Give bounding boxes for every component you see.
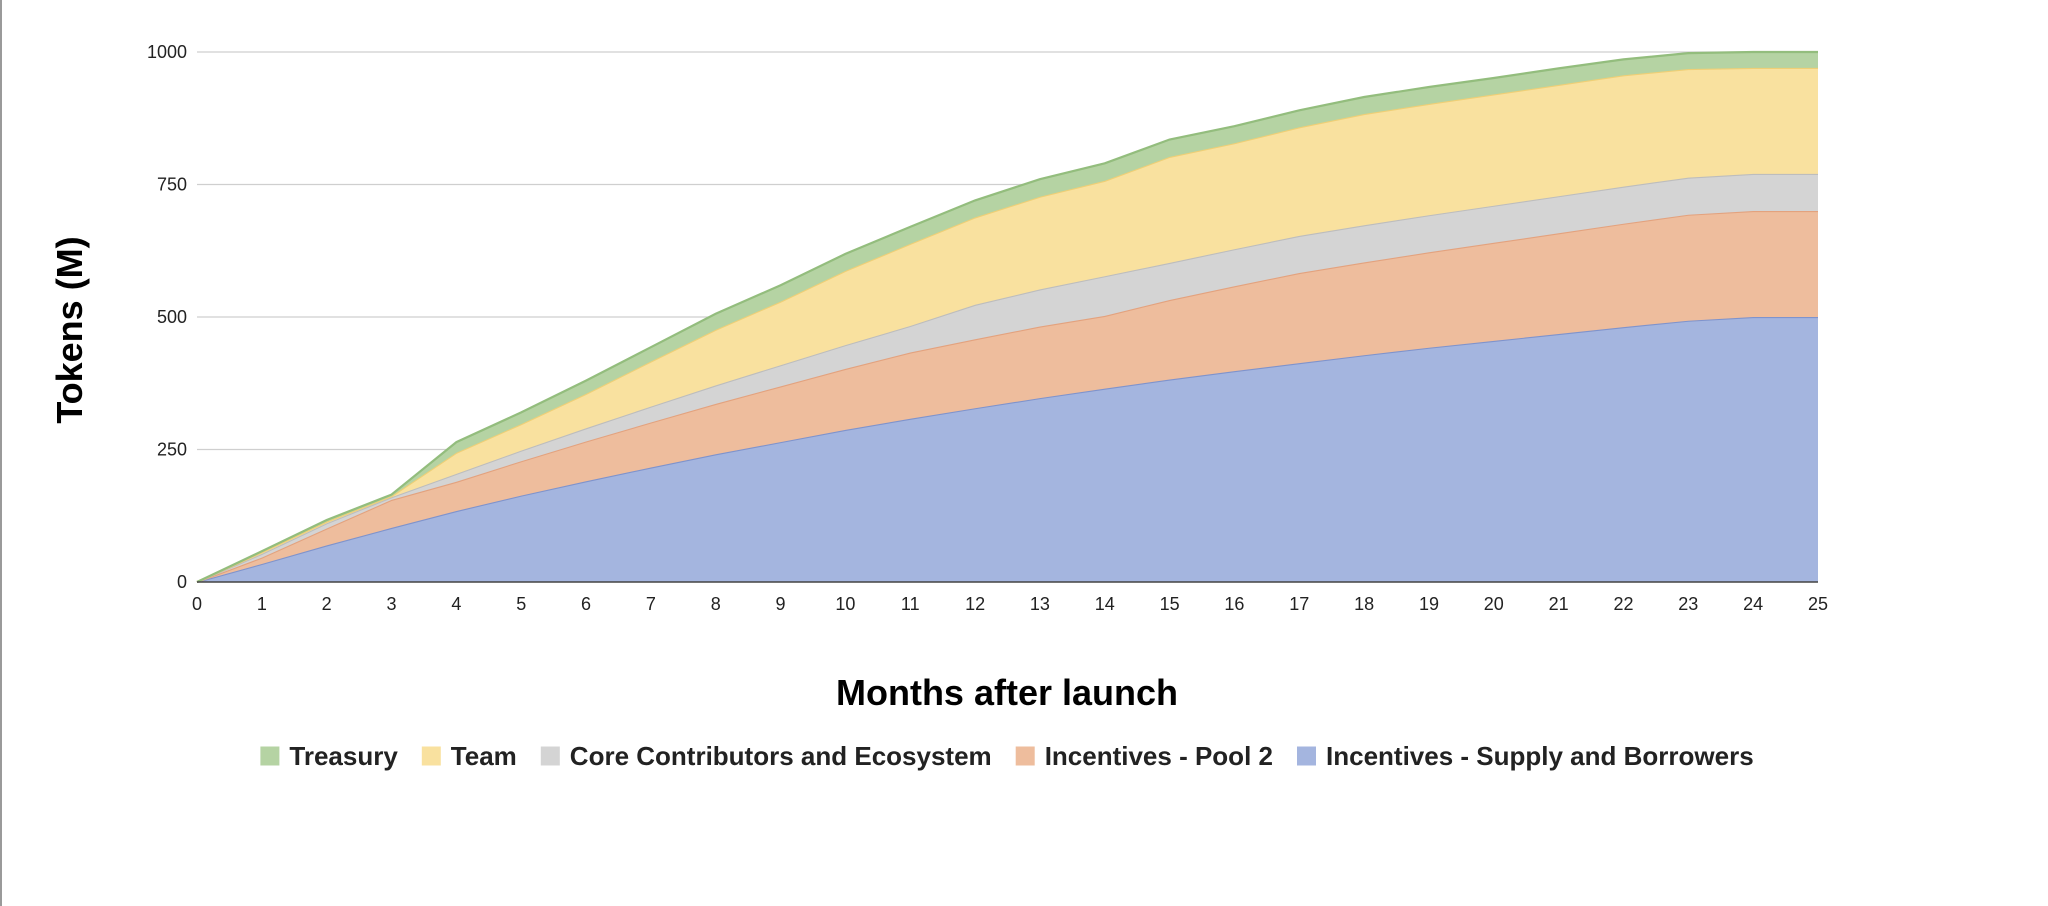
x-tick-label: 25 (1808, 594, 1828, 614)
x-tick-labels: 0 1 2 3 4 5 6 7 8 9 10 11 12 13 14 15 16 17 18 19 20 21 22 23 24… (192, 594, 1828, 614)
y-tick-label: 750 (157, 175, 187, 195)
legend-label: Core Contributors and Ecosystem (570, 741, 992, 771)
legend-item: Team (421, 741, 517, 771)
x-tick-label: 1 (257, 594, 267, 614)
y-tick-label: 250 (157, 440, 187, 460)
y-tick-label: 1000 (147, 42, 187, 62)
legend-swatch (540, 746, 560, 766)
legend-item: Core Contributors and Ecosystem (540, 741, 992, 771)
x-tick-label: 5 (516, 594, 526, 614)
legend-swatch (1297, 746, 1316, 766)
x-tick-label: 24 (1743, 594, 1763, 614)
x-tick-label: 0 (192, 594, 202, 614)
y-tick-labels: 0 250 500 750 1000 (147, 42, 187, 592)
area-incentives-supply-and-borrowers (197, 317, 1818, 582)
x-tick-label: 15 (1160, 594, 1180, 614)
x-tick-label: 14 (1095, 594, 1115, 614)
x-tick-label: 11 (901, 594, 920, 614)
y-tick-label: 500 (157, 307, 187, 327)
x-tick-label: 18 (1354, 594, 1374, 614)
x-tick-label: 23 (1678, 594, 1698, 614)
x-tick-label: 16 (1224, 594, 1244, 614)
x-tick-label: 22 (1613, 594, 1633, 614)
x-tick-label: 21 (1549, 594, 1569, 614)
legend-label: Team (451, 741, 517, 771)
legend-label: Treasury (289, 741, 398, 771)
x-tick-label: 2 (322, 594, 332, 614)
legend-swatch (260, 746, 280, 766)
x-tick-label: 8 (711, 594, 721, 614)
legend-swatch (421, 746, 441, 766)
x-tick-label: 9 (776, 594, 786, 614)
legend-item: Incentives - Pool 2 (1015, 741, 1273, 771)
x-tick-label: 10 (835, 594, 855, 614)
area-edge-core-contributors-and-ecosystem (196, 172, 1818, 584)
x-tick-label: 4 (451, 594, 461, 614)
area-team (197, 67, 1818, 582)
x-axis-title: Months after launch (836, 672, 1178, 713)
x-tick-label: 17 (1289, 594, 1309, 614)
x-tick-label: 20 (1484, 594, 1504, 614)
area-edge-treasury (196, 50, 1818, 583)
area-incentives-pool-2 (197, 211, 1818, 582)
x-tick-label: 6 (581, 594, 591, 614)
area-layer (196, 50, 1818, 584)
x-tick-label: 12 (965, 594, 985, 614)
x-tick-label: 3 (387, 594, 397, 614)
area-core-contributors-and-ecosystem (197, 173, 1818, 582)
y-tick-label: 0 (177, 572, 187, 592)
legend-label: Incentives - Pool 2 (1045, 741, 1273, 771)
x-tick-label: 13 (1030, 594, 1050, 614)
legend-item: Treasury (260, 741, 398, 771)
x-tick-label: 7 (646, 594, 656, 614)
legend-label: Incentives - Supply and Borrowers (1326, 741, 1754, 771)
legend-swatch (1015, 746, 1035, 766)
y-axis-title: Tokens (M) (49, 236, 90, 423)
x-tick-label: 19 (1419, 594, 1439, 614)
legend-item: Incentives - Supply and Borrowers (1297, 741, 1754, 771)
legend: Treasury Team Core Contributors and Ecosys… (260, 741, 1754, 771)
